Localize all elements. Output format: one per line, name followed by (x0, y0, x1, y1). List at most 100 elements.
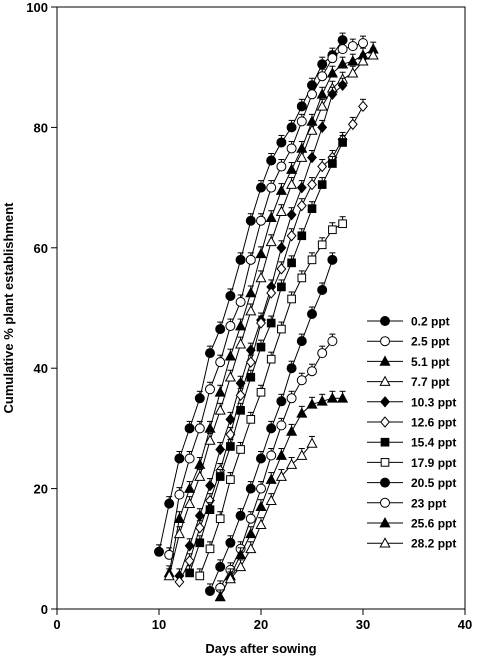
data-point (246, 372, 256, 382)
legend-label: 10.3 ppt (411, 395, 456, 409)
data-point (255, 271, 267, 283)
legend-marker (380, 497, 390, 508)
data-point (286, 143, 297, 154)
data-point (205, 479, 215, 492)
data-point (194, 458, 206, 469)
data-point (215, 443, 226, 456)
plot-area: 0 10 20 30 40 0 20 40 60 80 100 (26, 0, 472, 632)
data-point (184, 540, 195, 552)
legend: 0.2 ppt 2.5 ppt 5.1 ppt 7.7 ppt 10.3 ppt 12.6… (367, 315, 456, 551)
legend-label: 12.6 ppt (411, 416, 456, 430)
legend-marker (379, 355, 391, 366)
data-point (286, 363, 297, 374)
data-point (215, 561, 226, 572)
data-point (297, 273, 307, 283)
data-point (296, 449, 308, 460)
data-point (296, 407, 308, 418)
data-point (214, 590, 226, 602)
data-point (328, 225, 337, 235)
legend-entry: 23 ppt (367, 496, 446, 510)
data-point (184, 482, 196, 493)
data-point (205, 585, 215, 596)
y-axis-title: Cumulative % plant establishment (1, 202, 16, 414)
data-point (246, 415, 256, 424)
data-point (226, 475, 235, 484)
legend-entry: 7.7 ppt (367, 375, 450, 389)
legend-entry: 5.1 ppt (367, 355, 450, 369)
data-point (347, 41, 358, 52)
legend-marker (379, 516, 391, 528)
data-point (256, 182, 266, 193)
data-point (307, 255, 317, 265)
data-point (245, 542, 257, 554)
series-20-5-ppt (205, 252, 338, 596)
data-point (245, 527, 257, 539)
data-point (255, 518, 267, 530)
data-point (286, 425, 298, 436)
data-point (225, 413, 236, 426)
legend-label: 0.2 ppt (411, 315, 450, 329)
data-point (337, 44, 348, 55)
data-point (317, 121, 328, 134)
data-point (164, 549, 175, 560)
y-tick-label: 40 (34, 361, 48, 376)
data-point (256, 453, 266, 464)
x-tick-label: 30 (356, 617, 370, 632)
data-point (286, 230, 297, 242)
x-tick-label: 10 (152, 617, 166, 632)
legend-label: 7.7 ppt (411, 375, 450, 389)
legend-label: 2.5 ppt (411, 335, 450, 349)
data-point (245, 356, 256, 368)
legend-entry: 15.4 ppt (367, 436, 456, 450)
data-point (275, 470, 287, 481)
data-point (317, 59, 328, 70)
data-point (276, 242, 287, 254)
data-point (235, 320, 247, 331)
data-point (347, 118, 358, 131)
x-tick-label: 40 (458, 617, 472, 632)
data-point (265, 211, 277, 223)
data-point (224, 572, 236, 584)
data-point (276, 420, 287, 431)
data-point (245, 483, 256, 494)
data-point (205, 544, 215, 554)
data-point (215, 324, 226, 335)
data-point (195, 571, 205, 581)
data-point (337, 392, 349, 403)
legend-marker (380, 396, 390, 408)
legend-marker (379, 375, 391, 386)
data-point (194, 470, 206, 481)
data-point (225, 537, 236, 548)
data-point (317, 180, 327, 189)
data-point (184, 453, 195, 464)
data-point (306, 398, 318, 409)
data-point (347, 55, 359, 66)
data-point (286, 393, 297, 404)
data-point (235, 510, 246, 521)
series-line (189, 142, 344, 574)
data-point (275, 184, 287, 195)
data-point (164, 498, 175, 509)
legend-entry: 28.2 ppt (367, 537, 456, 551)
data-point (317, 284, 328, 295)
legend-marker (379, 537, 391, 548)
data-point (286, 122, 297, 133)
data-point (287, 294, 296, 304)
legend-entry: 12.6 ppt (367, 416, 456, 430)
data-point (205, 348, 215, 359)
data-point (154, 546, 164, 557)
data-point (266, 450, 277, 461)
legend-label: 17.9 ppt (411, 456, 456, 470)
data-point (326, 67, 338, 78)
data-point (316, 395, 328, 406)
series-15-4-ppt (185, 134, 347, 578)
data-point (317, 160, 328, 173)
data-point (236, 406, 245, 415)
data-point (307, 366, 317, 377)
data-point (194, 423, 205, 434)
data-point (245, 513, 256, 524)
data-point (317, 348, 328, 359)
data-point (286, 208, 297, 221)
legend-marker (380, 336, 390, 347)
